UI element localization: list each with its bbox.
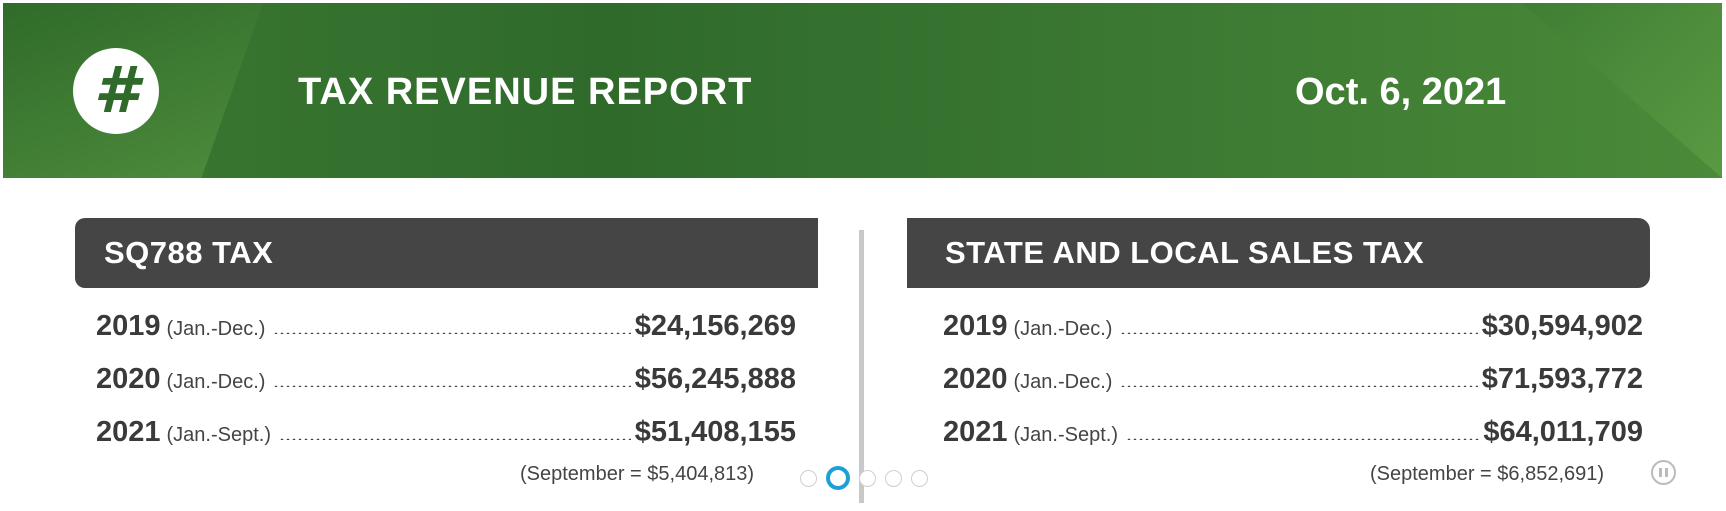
report-date: Oct. 6, 2021 xyxy=(1295,71,1507,113)
row-period: (Jan.-Dec.) xyxy=(166,318,266,340)
row-period: (Jan.-Dec.) xyxy=(1013,371,1113,393)
sq788-row-2020: 2020 (Jan.-Dec.) $56,245,888 xyxy=(96,363,796,396)
row-period: (Jan.-Dec.) xyxy=(166,371,266,393)
sales-row-2020: 2020 (Jan.-Dec.) $71,593,772 xyxy=(943,363,1643,396)
row-year: 2019 xyxy=(943,310,1008,342)
sales-row-2021: 2021 (Jan.-Sept.) $64,011,709 xyxy=(943,416,1643,449)
report-banner: # TAX REVENUE REPORT Oct. 6, 2021 xyxy=(3,3,1722,178)
sales-row-2019: 2019 (Jan.-Dec.) $30,594,902 xyxy=(943,310,1643,343)
carousel-pager xyxy=(800,466,928,490)
dot-leader xyxy=(1126,438,1480,440)
row-amount: $56,245,888 xyxy=(634,363,796,395)
banner-decoration-right xyxy=(1522,3,1722,178)
sq788-row-2021: 2021 (Jan.-Sept.) $51,408,155 xyxy=(96,416,796,449)
row-amount: $51,408,155 xyxy=(634,416,796,448)
sales-tax-header-label: STATE AND LOCAL SALES TAX xyxy=(945,235,1425,270)
sales-tax-header: STATE AND LOCAL SALES TAX xyxy=(907,218,1650,288)
row-year: 2021 xyxy=(943,416,1008,448)
hashtag-logo-icon: # xyxy=(73,48,159,134)
row-period: (Jan.-Sept.) xyxy=(166,424,271,446)
carousel-dot-2-active[interactable] xyxy=(826,466,850,490)
dot-leader xyxy=(273,385,631,387)
sq788-row-2019: 2019 (Jan.-Dec.) $24,156,269 xyxy=(96,310,796,343)
carousel-dot-5[interactable] xyxy=(911,469,928,487)
logo-glyph: # xyxy=(93,54,139,128)
dot-leader xyxy=(273,332,631,334)
row-period: (Jan.-Sept.) xyxy=(1013,424,1118,446)
sq788-header-label: SQ788 TAX xyxy=(104,235,274,270)
pause-icon-bar xyxy=(1665,468,1668,477)
pause-icon-bar xyxy=(1659,468,1662,477)
sq788-header: SQ788 TAX xyxy=(75,218,818,288)
sq788-september-note: (September = $5,404,813) xyxy=(520,463,755,485)
sales-september-note: (September = $6,852,691) xyxy=(1370,463,1605,485)
dot-leader xyxy=(1120,385,1478,387)
row-year: 2020 xyxy=(943,363,1008,395)
row-amount: $64,011,709 xyxy=(1483,416,1643,448)
dot-leader xyxy=(1120,332,1478,334)
row-year: 2019 xyxy=(96,310,161,342)
carousel-dot-1[interactable] xyxy=(800,469,817,487)
dot-leader xyxy=(279,438,631,440)
row-amount: $24,156,269 xyxy=(634,310,796,342)
row-amount: $71,593,772 xyxy=(1481,363,1643,395)
row-period: (Jan.-Dec.) xyxy=(1013,318,1113,340)
carousel-dot-4[interactable] xyxy=(885,469,902,487)
row-year: 2020 xyxy=(96,363,161,395)
carousel-pause-button[interactable] xyxy=(1651,460,1676,485)
page-title: TAX REVENUE REPORT xyxy=(298,71,753,113)
carousel-dot-3[interactable] xyxy=(859,469,876,487)
row-year: 2021 xyxy=(96,416,161,448)
row-amount: $30,594,902 xyxy=(1481,310,1643,342)
panel-divider xyxy=(859,230,864,503)
